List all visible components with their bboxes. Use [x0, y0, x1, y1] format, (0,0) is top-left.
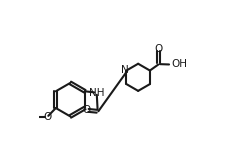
- Text: O: O: [43, 112, 51, 122]
- Text: O: O: [154, 44, 163, 54]
- Text: N: N: [121, 65, 129, 75]
- Text: O: O: [83, 105, 91, 115]
- Text: OH: OH: [171, 59, 188, 69]
- Text: NH: NH: [89, 88, 104, 98]
